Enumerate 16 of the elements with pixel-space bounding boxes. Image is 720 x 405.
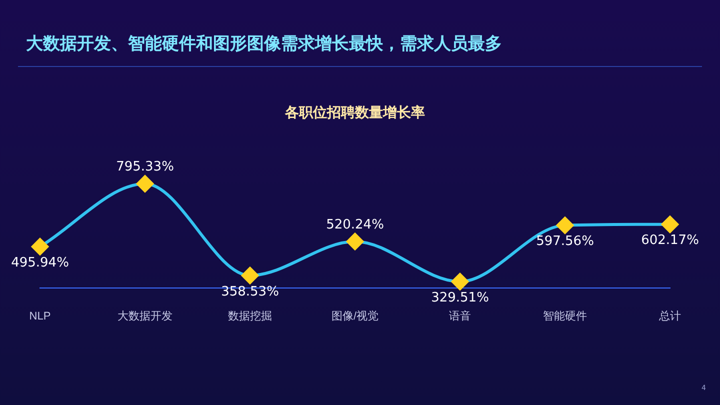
chart-title: 大数据开发、智能硬件和图形图像需求增长最快，需求人员最多 bbox=[26, 33, 502, 55]
data-label: 597.56% bbox=[536, 234, 594, 250]
x-tick-label: NLP bbox=[29, 310, 51, 322]
data-label: 602.17% bbox=[641, 233, 699, 248]
x-tick-label: 图像/视觉 bbox=[331, 309, 379, 322]
x-tick-label: 语音 bbox=[449, 309, 471, 322]
x-tick-label: 智能硬件 bbox=[543, 309, 587, 322]
x-tick-label: 总计 bbox=[658, 309, 681, 322]
data-label: 495.94% bbox=[11, 256, 69, 271]
data-label: 520.24% bbox=[326, 217, 384, 232]
x-tick-label: 数据挖掘 bbox=[228, 309, 272, 322]
data-label: 795.33% bbox=[116, 160, 174, 175]
data-label: 358.53% bbox=[221, 284, 279, 300]
chart-subtitle: 各职位招聘数量增长率 bbox=[284, 104, 425, 122]
x-tick-label: 大数据开发 bbox=[118, 309, 172, 322]
data-label: 329.51% bbox=[431, 290, 489, 306]
